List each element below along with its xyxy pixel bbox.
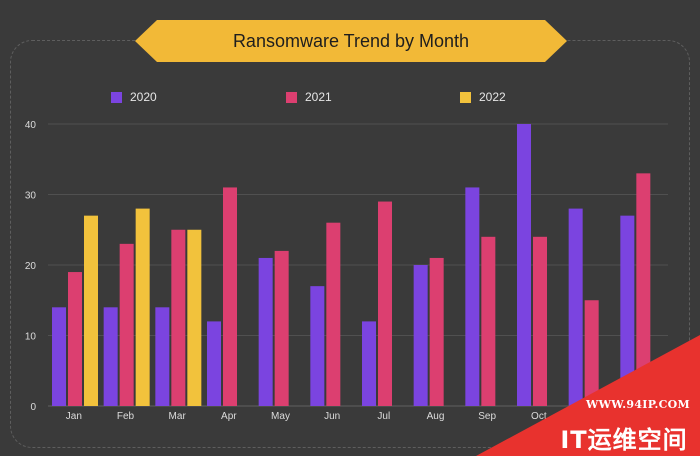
chart-title: Ransomware Trend by Month	[232, 31, 470, 51]
bar-2021-Apr[interactable]	[223, 187, 237, 406]
y-axis-ticks: 0 10 20 30 40	[25, 120, 37, 413]
x-tick-label-Apr: Apr	[221, 411, 237, 422]
x-tick-label-Jan: Jan	[66, 411, 82, 422]
x-tick-label-Feb: Feb	[117, 411, 135, 422]
bar-2022-Mar[interactable]	[187, 229, 202, 406]
y-tick-label-20: 20	[25, 261, 37, 272]
bar-2020-Sep[interactable]	[465, 187, 480, 406]
x-tick-label-Oct: Oct	[531, 411, 547, 422]
legend-swatch-2021	[286, 91, 297, 103]
bar-2020-Dec[interactable]	[620, 215, 635, 406]
x-tick-label-May: May	[271, 411, 290, 422]
y-tick-label-40: 40	[25, 120, 37, 131]
x-tick-label-Sep: Sep	[478, 411, 496, 422]
legend-swatch-2022	[460, 91, 471, 103]
legend-item-2020[interactable]: 2020	[111, 89, 157, 105]
bar-2020-Aug[interactable]	[413, 265, 428, 406]
title-banner	[135, 20, 567, 62]
y-tick-label-0: 0	[30, 402, 36, 413]
bar-2021-Jul[interactable]	[378, 201, 392, 406]
legend-item-2021[interactable]: 2021	[286, 89, 332, 105]
bar-2020-Mar[interactable]	[155, 307, 170, 406]
bar-2020-Nov[interactable]	[568, 208, 583, 406]
bar-2020-May[interactable]	[258, 257, 273, 406]
legend-label-2022: 2022	[479, 90, 506, 104]
bar-2021-Aug[interactable]	[429, 257, 444, 406]
bar-2022-Jan[interactable]	[84, 215, 98, 406]
bar-2021-Jan[interactable]	[68, 272, 82, 406]
bar-2022-Feb[interactable]	[135, 208, 150, 406]
x-tick-label-Mar: Mar	[169, 411, 187, 422]
y-tick-label-30: 30	[25, 191, 37, 202]
bar-2021-Jun[interactable]	[326, 222, 341, 406]
bar-2021-Dec[interactable]	[636, 173, 651, 406]
bar-2020-Jun[interactable]	[310, 286, 325, 406]
x-tick-label-Aug: Aug	[427, 411, 445, 422]
x-tick-label-Jun: Jun	[324, 411, 340, 422]
watermark-title: IT运维空间	[560, 426, 688, 454]
grid-lines	[48, 123, 668, 407]
bar-2021-Oct[interactable]	[533, 236, 547, 406]
x-tick-label-Jul: Jul	[377, 411, 390, 422]
watermark-url: WWW.94IP.COM	[585, 398, 691, 411]
bars	[52, 124, 651, 406]
bar-2020-Apr[interactable]	[207, 321, 221, 406]
bar-2020-Jul[interactable]	[362, 321, 376, 406]
bar-2020-Jan[interactable]	[52, 307, 66, 406]
bar-2020-Oct[interactable]	[517, 124, 531, 406]
bar-2020-Feb[interactable]	[103, 307, 118, 406]
bar-2021-Mar[interactable]	[171, 229, 186, 406]
y-tick-label-10: 10	[25, 332, 37, 343]
legend-label-2020: 2020	[130, 90, 157, 104]
bar-2021-May[interactable]	[274, 250, 289, 406]
legend-item-2022[interactable]: 2022	[460, 89, 506, 105]
legend-swatch-2020	[111, 91, 122, 103]
bar-2021-Nov[interactable]	[584, 300, 599, 406]
bar-2021-Sep[interactable]	[481, 236, 496, 406]
bar-2021-Feb[interactable]	[119, 243, 134, 406]
legend-label-2021: 2021	[305, 90, 332, 104]
